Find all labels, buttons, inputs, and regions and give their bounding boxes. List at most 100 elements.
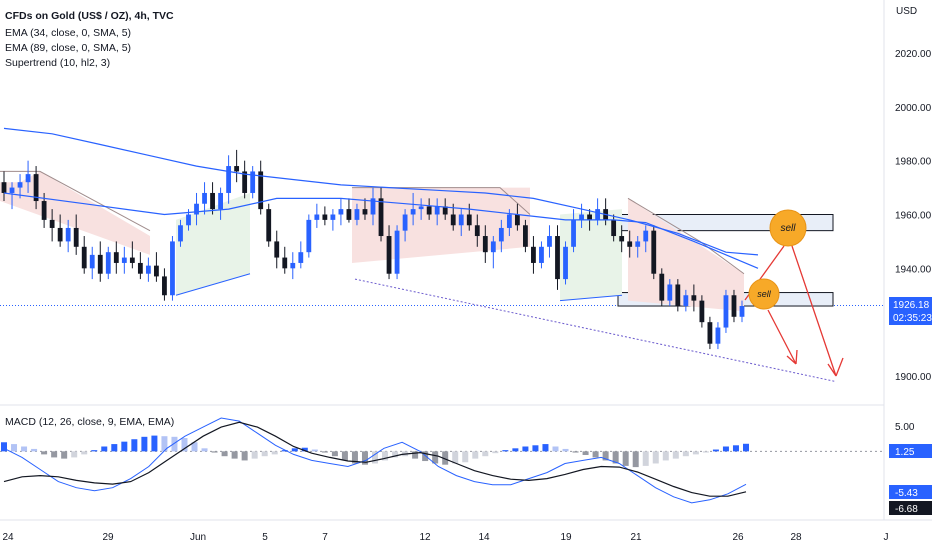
current-price: 1926.18	[893, 300, 930, 311]
legend-ema34[interactable]: EMA (34, close, 0, SMA, 5)	[5, 27, 132, 39]
candle-body	[354, 209, 360, 220]
time-tick: 28	[790, 532, 802, 543]
macd-hist-bar	[682, 451, 689, 457]
macd-hist-bar	[341, 451, 348, 461]
macd-hist-bar	[241, 451, 248, 461]
macd-hist-bar	[161, 436, 168, 452]
legend-macd[interactable]: MACD (12, 26, close, 9, EMA, EMA)	[5, 416, 175, 428]
candle-body	[137, 262, 143, 274]
candle-body	[210, 192, 215, 210]
macd-hist-bar	[432, 451, 439, 464]
grid	[0, 0, 932, 521]
time-tick: Jun	[190, 532, 206, 543]
ema34-line	[3, 127, 759, 256]
macd-hist-bar	[472, 451, 479, 459]
macd-hist-bar	[382, 451, 389, 461]
macd-hist-bar	[542, 444, 549, 452]
legend-supertrend[interactable]: Supertrend (10, hl2, 3)	[5, 57, 111, 69]
macd-hist-bar	[181, 438, 188, 452]
macd-hist-bar	[743, 443, 749, 452]
macd-hist-bar	[311, 449, 318, 452]
time-axis: 24 29 Jun 5 7 12 14 19 21 26 28 J	[2, 532, 888, 543]
candle-body	[314, 214, 320, 220]
legend-ema89[interactable]: EMA (89, close, 0, SMA, 5)	[5, 42, 132, 54]
candle-body	[378, 198, 384, 237]
candle-body	[306, 219, 312, 253]
macd-hist-bar	[151, 435, 158, 452]
macd-hist-bar	[602, 451, 609, 461]
macd-hist-bar	[582, 451, 589, 455]
candle-body	[619, 236, 625, 242]
macd-hist-bar	[191, 442, 198, 452]
chart-title[interactable]: CFDs on Gold (US$ / OZ), 4h, TVC	[5, 10, 174, 22]
candle-body	[651, 230, 657, 274]
macd-hist-bar	[41, 451, 48, 455]
candle-body	[202, 192, 207, 204]
sell-label-upper: sell	[780, 223, 796, 234]
supertrend-bull-line-2	[559, 294, 623, 302]
candle-body	[218, 192, 223, 210]
candle-body	[498, 227, 504, 242]
countdown: 02:35:23	[893, 313, 932, 324]
candle-body	[539, 246, 544, 263]
candle-body	[81, 246, 87, 269]
macd-hist-bar	[121, 441, 128, 452]
macd-hist-bar	[672, 451, 679, 459]
candle-body	[707, 322, 713, 344]
candle-body	[466, 214, 472, 226]
macd-hist-bar	[81, 451, 88, 455]
sell-label-lower: sell	[757, 289, 772, 299]
macd-hist-bar	[652, 451, 659, 464]
time-tick: 12	[419, 532, 431, 543]
macd-hist-bar	[722, 446, 729, 452]
price-axis: 2020.00 2000.00 1980.00 1960.00 1940.00 1900.…	[895, 49, 932, 383]
price-tick: 2020.00	[895, 49, 932, 60]
candle-body	[434, 206, 440, 215]
macd-hist-bar	[532, 445, 539, 452]
sell-annotation-lower[interactable]: sell	[748, 278, 780, 310]
macd-hist-bar	[361, 451, 368, 465]
sell-annotation-upper[interactable]: sell	[769, 209, 807, 247]
macd-hist-bar	[422, 451, 429, 462]
macd-tags: 5.00 1.25 -5.43 -6.68	[889, 422, 932, 515]
macd-hist-bar	[31, 448, 38, 452]
candle-body	[226, 166, 232, 193]
candle-body	[514, 214, 520, 226]
currency-label: USD	[896, 6, 917, 17]
macd-hist-bar	[321, 451, 328, 453]
candle-body	[1, 182, 7, 193]
macd-hist-bar	[211, 451, 218, 453]
supertrend-bull-fill	[176, 192, 250, 296]
candle-body	[57, 227, 63, 242]
macd-hist-bar	[692, 451, 699, 455]
macd-hist-bar	[662, 451, 669, 461]
time-tick: 19	[560, 532, 572, 543]
macd-hist-bar	[221, 451, 228, 457]
candle-body	[547, 236, 552, 247]
candle-body	[426, 206, 432, 215]
macd-hist-bar	[442, 451, 449, 465]
macd-hist-bar	[492, 451, 499, 454]
candle-body	[394, 230, 400, 274]
candle-body	[113, 252, 119, 263]
signal-line	[3, 421, 747, 497]
time-tick: 29	[102, 532, 114, 543]
candle-body	[490, 241, 496, 253]
arrow-lower-down	[767, 309, 798, 365]
candle-body	[145, 265, 151, 274]
ema89-line	[3, 192, 759, 269]
candle-body	[298, 252, 304, 263]
macd-hist-bar	[171, 436, 178, 452]
macd-hist-bar	[111, 444, 118, 452]
arrow-upper-down	[791, 245, 844, 377]
candle-body	[450, 214, 456, 226]
candle-body	[121, 257, 127, 263]
macd-hist-bar	[502, 450, 509, 452]
candle-body	[715, 327, 721, 344]
macd-hist-bar	[642, 451, 649, 466]
candle-body	[162, 276, 167, 296]
candle-body	[290, 262, 296, 269]
macd-hist-bar	[261, 451, 268, 457]
candle-body	[274, 241, 280, 258]
